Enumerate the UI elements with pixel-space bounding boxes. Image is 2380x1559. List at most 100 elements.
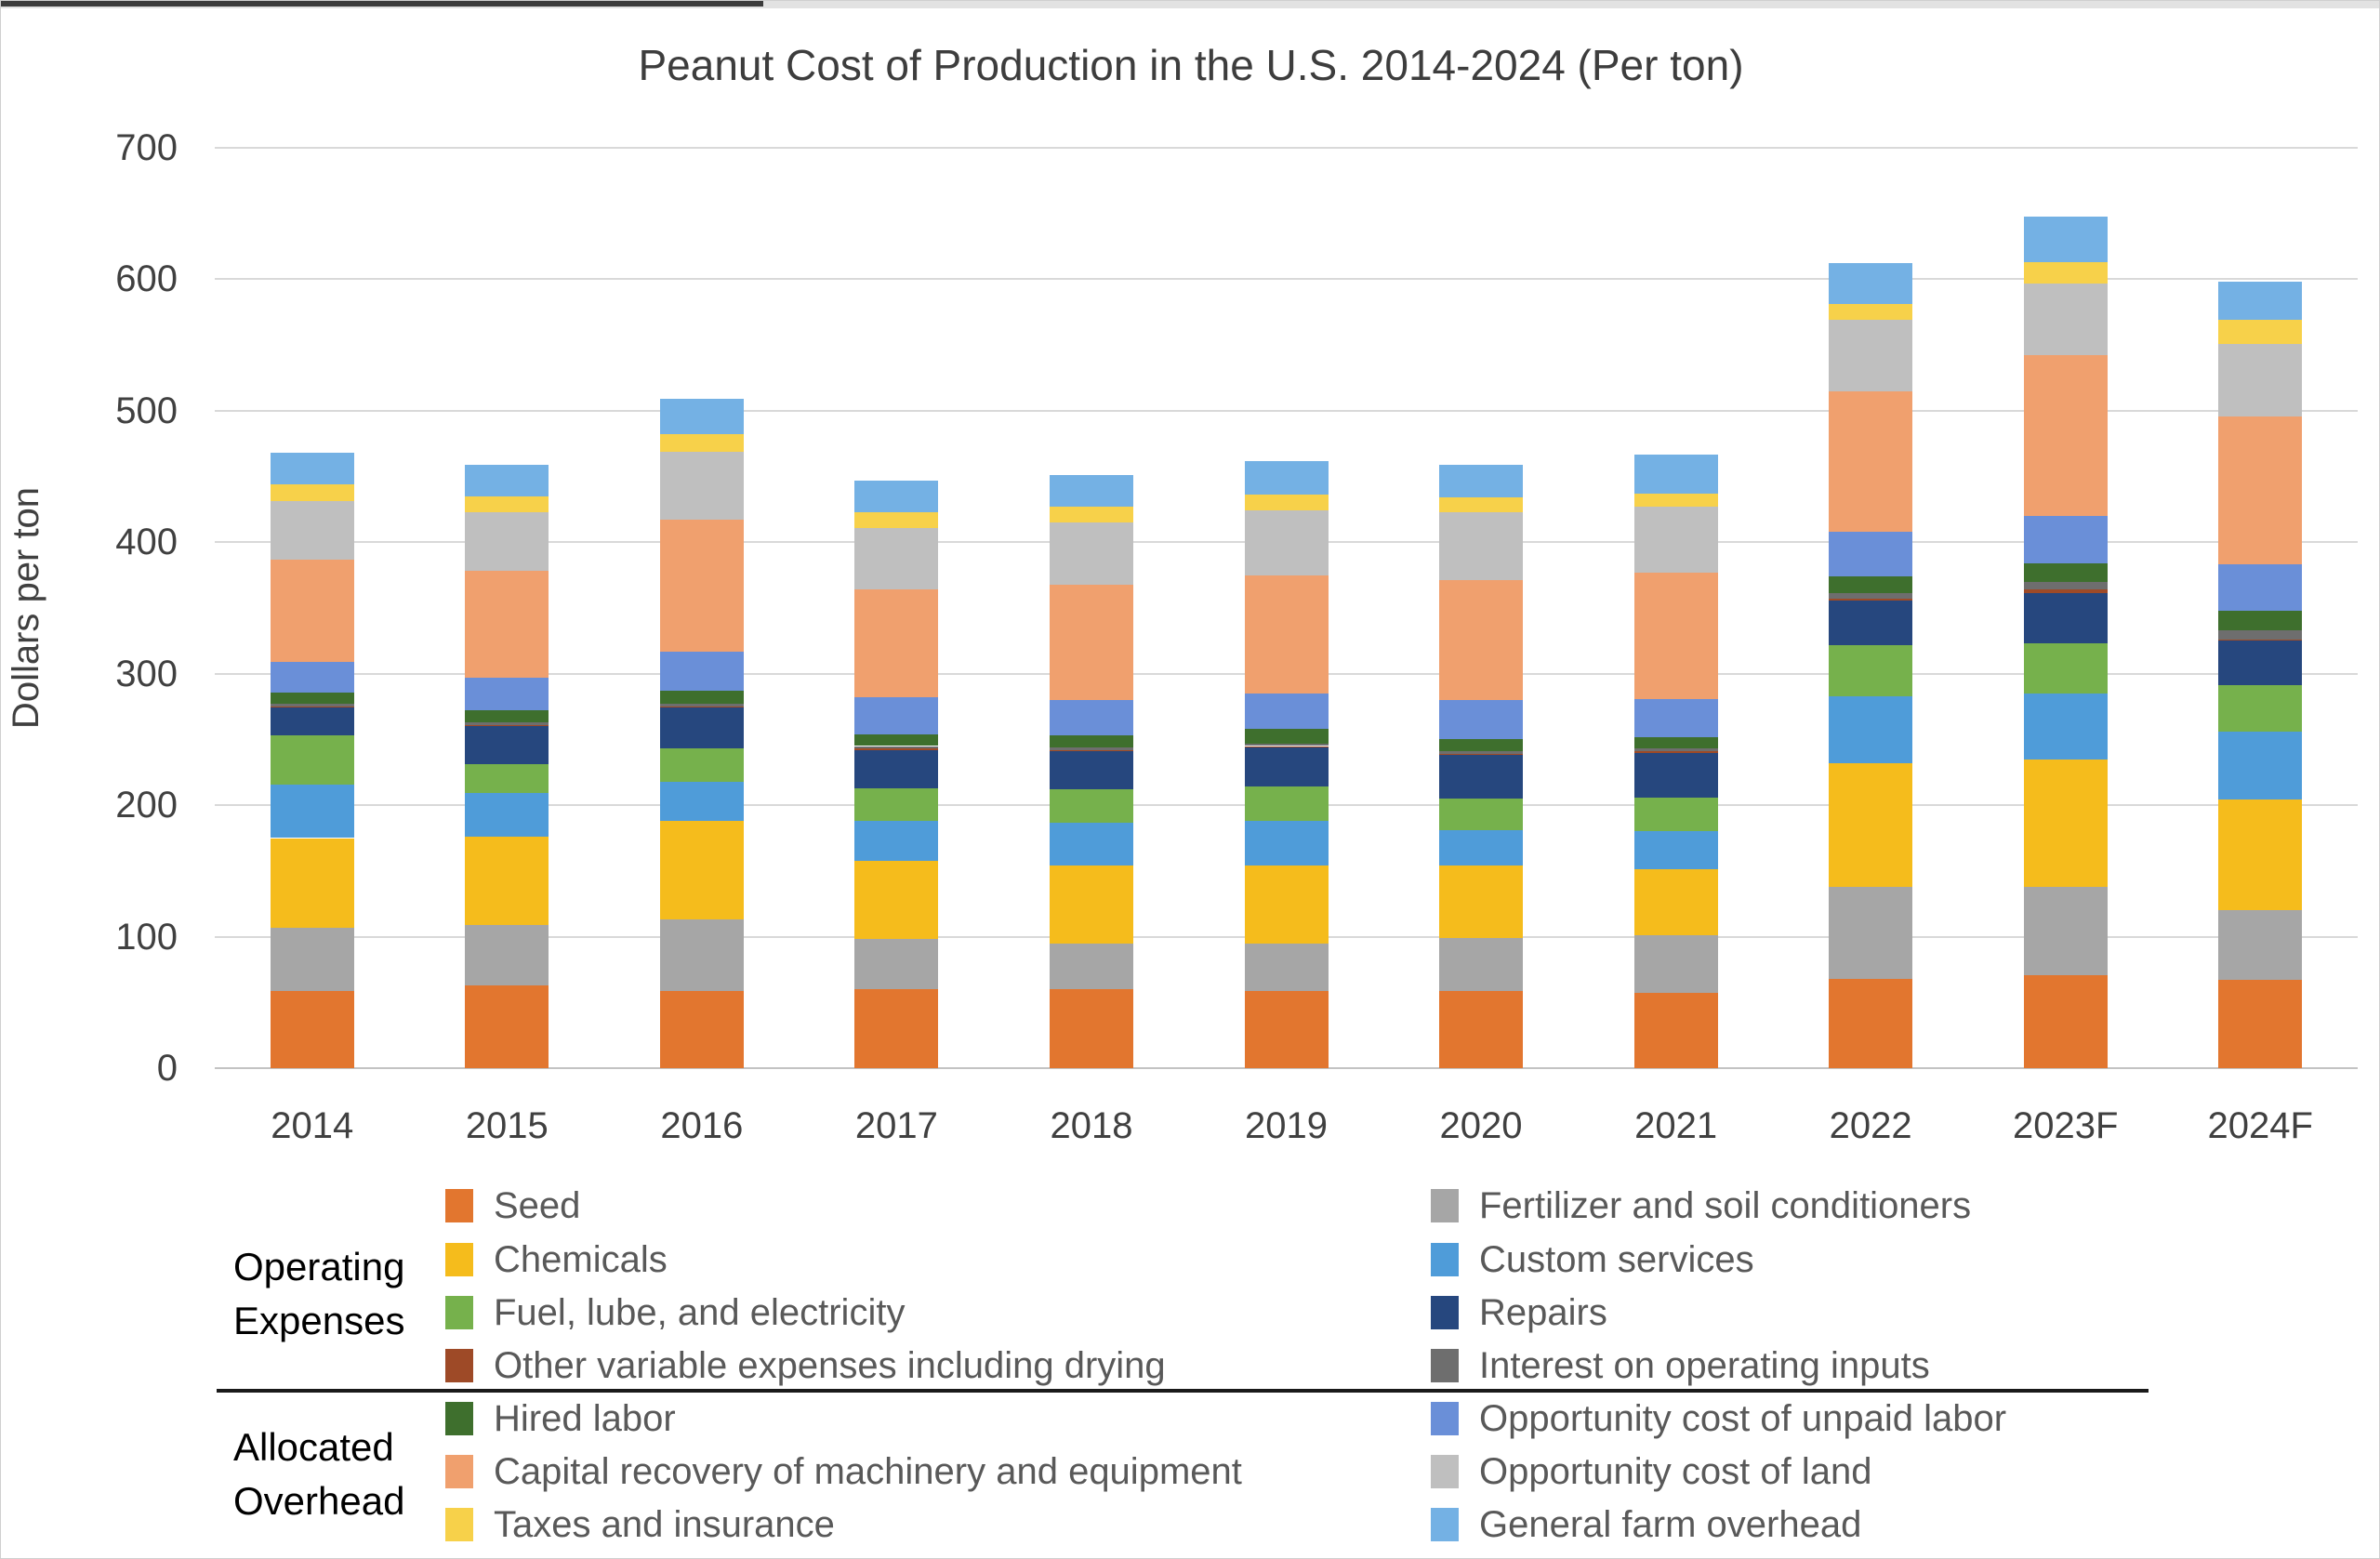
bar-2015-seed xyxy=(465,984,549,1068)
bar-2020-hired-labor xyxy=(1439,739,1524,752)
legend-swatch-opportunity-cost-of-unpaid-labor xyxy=(1431,1402,1459,1435)
legend-swatch-chemicals xyxy=(445,1243,473,1276)
bar-2015-fertilizer-and-soil-conditioners xyxy=(465,924,549,985)
x-axis-label-2017: 2017 xyxy=(854,1105,938,1146)
bar-2021-seed xyxy=(1633,993,1718,1068)
legend-label-repairs: Repairs xyxy=(1479,1292,1607,1333)
bar-2019-seed xyxy=(1244,990,1329,1068)
bar-2022-taxes-and-insurance xyxy=(1829,304,1913,321)
bar-2020-capital-recovery-of-machinery-and-equipment xyxy=(1439,580,1524,700)
bar-2015-repairs xyxy=(465,726,549,765)
bar-2018-fertilizer-and-soil-conditioners xyxy=(1049,943,1133,990)
bar-2019-opportunity-cost-of-unpaid-labor xyxy=(1244,693,1329,730)
bar-2019-custom-services xyxy=(1244,821,1329,866)
legend-label-other-variable-expenses-including-drying: Other variable expenses including drying xyxy=(494,1345,1166,1386)
bar-2016-general-farm-overhead xyxy=(659,399,744,435)
bar-2018-interest-on-operating-inputs xyxy=(1049,746,1133,750)
legend-label-chemicals: Chemicals xyxy=(494,1239,668,1280)
bar-2019-taxes-and-insurance xyxy=(1244,495,1329,511)
bar-2016-fertilizer-and-soil-conditioners xyxy=(659,919,744,991)
bar-2020-repairs xyxy=(1439,755,1524,799)
bar-2017-opportunity-cost-of-unpaid-labor xyxy=(854,697,939,734)
x-axis-label-2018: 2018 xyxy=(1050,1105,1133,1146)
bar-2019-interest-on-operating-inputs xyxy=(1244,743,1329,746)
bar-2014-taxes-and-insurance xyxy=(270,484,354,502)
top-edge-strip xyxy=(1,1,2379,8)
bar-2014-opportunity-cost-of-land xyxy=(270,501,354,560)
bar-2015-opportunity-cost-of-unpaid-labor xyxy=(465,677,549,711)
bar-2019-other-variable-expenses-including-drying xyxy=(1244,746,1329,747)
bar-2024f-fuel-lube-and-electricity xyxy=(2218,685,2303,732)
bar-2020-opportunity-cost-of-land xyxy=(1439,511,1524,581)
bar-2023f-repairs xyxy=(2023,593,2108,644)
bar-2021-opportunity-cost-of-land xyxy=(1633,507,1718,573)
legend-swatch-fertilizer-and-soil-conditioners xyxy=(1431,1189,1459,1222)
legend-swatch-taxes-and-insurance xyxy=(445,1508,473,1541)
bar-2019-fertilizer-and-soil-conditioners xyxy=(1244,943,1329,991)
bar-2014-repairs xyxy=(270,707,354,736)
bar-2022-other-variable-expenses-including-drying xyxy=(1829,599,1913,601)
bar-2016-repairs xyxy=(659,707,744,749)
bar-2019-opportunity-cost-of-land xyxy=(1244,510,1329,575)
gridline-500 xyxy=(215,409,2358,412)
legend-label-fuel-lube-and-electricity: Fuel, lube, and electricity xyxy=(494,1292,906,1333)
bar-2018-chemicals xyxy=(1049,865,1133,944)
bar-2023f-fertilizer-and-soil-conditioners xyxy=(2023,886,2108,975)
bar-2016-capital-recovery-of-machinery-and-equipment xyxy=(659,520,744,652)
bar-2014-fuel-lube-and-electricity xyxy=(270,735,354,785)
bar-2017-chemicals xyxy=(854,860,939,940)
bar-2021-taxes-and-insurance xyxy=(1633,493,1718,508)
bar-2018-seed xyxy=(1049,989,1133,1068)
bar-2015-other-variable-expenses-including-drying xyxy=(465,724,549,727)
bar-2015-taxes-and-insurance xyxy=(465,495,549,512)
legend-label-hired-labor: Hired labor xyxy=(494,1398,676,1439)
bar-2016-chemicals xyxy=(659,821,744,920)
bar-2014-interest-on-operating-inputs xyxy=(270,704,354,707)
bar-2016-opportunity-cost-of-unpaid-labor xyxy=(659,651,744,692)
bar-2024f-opportunity-cost-of-land xyxy=(2218,343,2303,416)
x-axis-label-2023f: 2023F xyxy=(2012,1105,2119,1146)
legend-swatch-hired-labor xyxy=(445,1402,473,1435)
bar-2023f-custom-services xyxy=(2023,693,2108,760)
legend-swatch-capital-recovery-of-machinery-and-equipment xyxy=(445,1455,473,1488)
top-edge-dark-strip xyxy=(1,1,763,7)
bar-2017-fuel-lube-and-electricity xyxy=(854,787,939,822)
bar-2023f-chemicals xyxy=(2023,759,2108,887)
bar-2018-repairs xyxy=(1049,751,1133,790)
legend-swatch-seed xyxy=(445,1189,473,1222)
bar-2020-taxes-and-insurance xyxy=(1439,497,1524,512)
bar-2022-repairs xyxy=(1829,600,1913,645)
bar-2019-general-farm-overhead xyxy=(1244,460,1329,495)
bar-2016-opportunity-cost-of-land xyxy=(659,451,744,521)
bar-2021-fertilizer-and-soil-conditioners xyxy=(1633,935,1718,994)
legend-swatch-interest-on-operating-inputs xyxy=(1431,1349,1459,1382)
bar-2016-custom-services xyxy=(659,781,744,822)
legend-swatch-fuel-lube-and-electricity xyxy=(445,1296,473,1329)
legend-swatch-repairs xyxy=(1431,1296,1459,1329)
bar-2021-custom-services xyxy=(1633,831,1718,870)
bar-2023f-seed xyxy=(2023,974,2108,1068)
bar-2015-capital-recovery-of-machinery-and-equipment xyxy=(465,571,549,678)
bar-2022-capital-recovery-of-machinery-and-equipment xyxy=(1829,390,1913,532)
bar-2023f-general-farm-overhead xyxy=(2023,216,2108,263)
bar-2014-capital-recovery-of-machinery-and-equipment xyxy=(270,559,354,662)
bar-2020-interest-on-operating-inputs xyxy=(1439,751,1524,754)
legend-group-label-allocated-overhead: Allocated Overhead xyxy=(233,1425,405,1523)
bar-2020-seed xyxy=(1439,990,1524,1068)
bar-2022-general-farm-overhead xyxy=(1829,263,1913,305)
legend-divider xyxy=(217,1389,2149,1393)
legend-swatch-general-farm-overhead xyxy=(1431,1508,1459,1541)
legend-swatch-opportunity-cost-of-land xyxy=(1431,1455,1459,1488)
bar-2024f-hired-labor xyxy=(2218,610,2303,631)
bar-2017-fertilizer-and-soil-conditioners xyxy=(854,939,939,990)
legend-label-fertilizer-and-soil-conditioners: Fertilizer and soil conditioners xyxy=(1479,1185,1972,1226)
bar-2024f-capital-recovery-of-machinery-and-equipment xyxy=(2218,416,2303,565)
bar-2021-general-farm-overhead xyxy=(1633,454,1718,494)
bar-2017-other-variable-expenses-including-drying xyxy=(854,748,939,750)
bar-2016-interest-on-operating-inputs xyxy=(659,704,744,707)
x-axis-label-2019: 2019 xyxy=(1245,1105,1328,1146)
bar-2021-interest-on-operating-inputs xyxy=(1633,748,1718,752)
x-axis-label-2024f: 2024F xyxy=(2207,1105,2313,1146)
bar-2015-custom-services xyxy=(465,793,549,838)
